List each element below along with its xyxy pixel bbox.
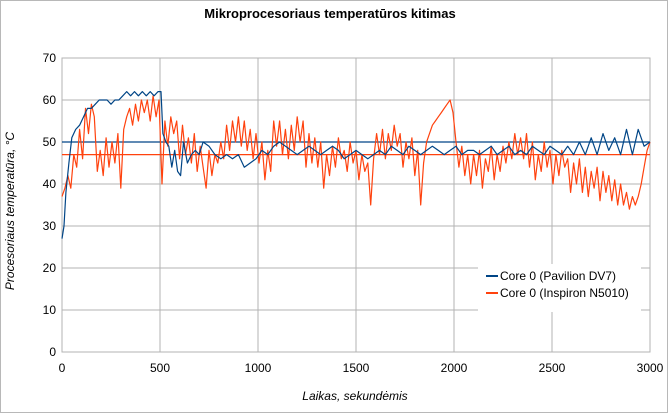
- legend: Core 0 (Pavilion DV7) Core 0 (Inspiron N5…: [478, 264, 641, 312]
- x-tick-label: 1500: [343, 361, 370, 375]
- legend-box: [478, 264, 641, 312]
- y-tick-label: 60: [43, 93, 57, 107]
- x-tick-label: 1000: [245, 361, 272, 375]
- x-tick-label: 3000: [637, 361, 664, 375]
- y-tick-label: 50: [43, 135, 57, 149]
- y-tick-label: 0: [49, 345, 56, 359]
- y-tick-label: 20: [43, 261, 57, 275]
- plot-area: [61, 57, 651, 353]
- x-tick-label: 0: [59, 361, 66, 375]
- series-line: [61, 91, 651, 239]
- x-tick-label: 2000: [441, 361, 468, 375]
- y-tick-label: 10: [43, 303, 57, 317]
- y-tick-label: 30: [43, 219, 57, 233]
- y-tick-label: 70: [43, 51, 57, 65]
- y-tick-label: 40: [43, 177, 57, 191]
- x-tick-label: 500: [150, 361, 170, 375]
- tick-labels: 0 10 20 30 40 50 60 70 0 500 1000 1500 2000 2500 3000: [43, 51, 664, 375]
- chart-title: Mikroprocesoriaus temperatūros kitimas: [204, 6, 455, 21]
- legend-label: Core 0 (Inspiron N5010): [500, 286, 629, 300]
- legend-label: Core 0 (Pavilion DV7): [500, 269, 616, 283]
- series-layer: [61, 91, 651, 239]
- x-axis-label: Laikas, sekundėmis: [302, 389, 407, 403]
- y-axis-label: Procesoriaus temperatūra, °C: [3, 132, 17, 291]
- x-tick-label: 2500: [539, 361, 566, 375]
